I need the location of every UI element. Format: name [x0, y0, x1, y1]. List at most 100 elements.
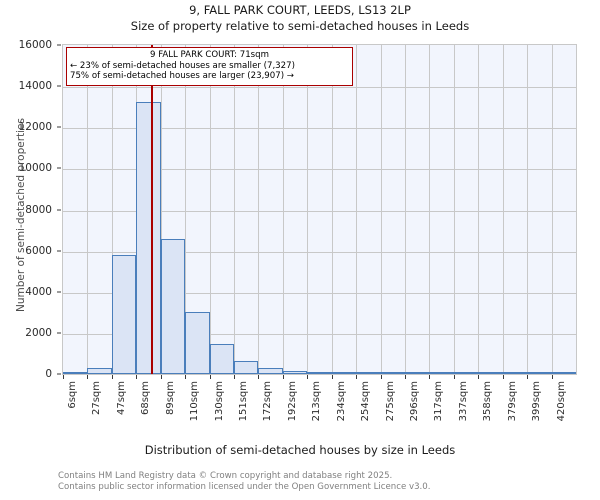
x-axis-tick-label: 296sqm: [409, 381, 420, 422]
bar-317sqm: [429, 372, 454, 374]
bar-358sqm: [478, 372, 503, 374]
horizontal-gridline: [63, 333, 576, 335]
bar-275sqm: [380, 372, 405, 374]
x-axis-tick-mark: [111, 375, 113, 379]
annotation-title: 9 FALL PARK COURT: 71sqm: [150, 50, 269, 60]
x-axis-tick-label: 89sqm: [164, 381, 176, 416]
bar-213sqm: [307, 372, 332, 374]
y-axis-tick-mark: [57, 373, 61, 375]
x-axis-tick-label: 337sqm: [457, 381, 469, 422]
y-axis-tick-label: 16000: [18, 39, 52, 51]
vertical-gridline: [453, 45, 455, 374]
y-axis-tick-mark: [57, 332, 61, 334]
x-axis: 6sqm 27sqm 47sqm 68sqm 89sqm 110sqm 130sqm 151s…: [62, 375, 577, 435]
bar-6sqm: [63, 372, 88, 374]
x-axis-tick-mark: [258, 375, 260, 379]
bar-399sqm: [527, 372, 552, 374]
y-axis-tick-mark: [57, 291, 61, 293]
horizontal-gridline: [63, 251, 576, 253]
title-block: 9, FALL PARK COURT, LEEDS, LS13 2LP Size…: [0, 2, 600, 34]
y-axis-tick-mark: [57, 209, 61, 210]
bar-420sqm: [551, 372, 576, 374]
horizontal-gridline: [63, 87, 576, 89]
annotation-smaller: ← 23% of semi-detached houses are smalle…: [70, 60, 295, 71]
y-axis-tick-label: 8000: [25, 203, 52, 216]
x-axis-tick-mark: [185, 375, 187, 379]
x-axis-tick-label: 151sqm: [238, 381, 249, 422]
vertical-gridline: [405, 45, 406, 374]
x-axis-tick-mark: [209, 375, 211, 379]
y-axis-tick-mark: [57, 85, 61, 87]
y-axis-tick-label: 2000: [25, 326, 52, 339]
y-axis-tick-mark: [57, 250, 61, 252]
footer-line-1: Contains HM Land Registry data © Crown c…: [58, 471, 393, 481]
x-axis-tick-mark: [282, 375, 284, 379]
x-axis-tick-label: 130sqm: [213, 381, 225, 422]
bar-series: [63, 45, 576, 374]
x-axis-tick-mark: [478, 375, 480, 379]
x-axis-tick-label: 213sqm: [311, 381, 323, 422]
vertical-gridline: [185, 45, 187, 374]
vertical-gridline: [551, 45, 553, 374]
bar-47sqm: [111, 254, 137, 374]
vertical-gridline: [478, 45, 480, 374]
x-axis-label: Distribution of semi-detached houses by …: [144, 443, 456, 457]
x-axis-tick-mark: [405, 375, 406, 379]
vertical-gridline: [380, 45, 382, 374]
x-axis-tick-mark: [234, 375, 235, 379]
x-axis-tick-label: 47sqm: [115, 381, 127, 416]
vertical-gridline: [234, 45, 235, 374]
y-axis-tick-label: 10000: [18, 162, 52, 175]
vertical-gridline: [307, 45, 309, 374]
x-axis-tick-label: 358sqm: [482, 381, 494, 422]
x-axis-tick-label: 379sqm: [506, 381, 518, 422]
x-axis-tick-label: 399sqm: [531, 381, 543, 422]
bar-110sqm: [185, 312, 210, 374]
horizontal-gridline: [63, 210, 576, 212]
vertical-gridline: [429, 45, 431, 374]
horizontal-gridline: [63, 169, 576, 171]
x-axis-tick-mark: [429, 375, 431, 379]
x-axis-tick-label: 68sqm: [140, 381, 152, 416]
y-axis-tick-label: 14000: [18, 80, 52, 93]
vertical-gridline: [209, 45, 211, 374]
annotation-box: 9 FALL PARK COURT: 71sqm ← 23% of semi-d…: [66, 47, 353, 86]
vertical-gridline: [282, 45, 284, 374]
x-axis-tick-label: 110sqm: [189, 381, 201, 422]
x-axis-tick-mark: [87, 375, 89, 379]
x-axis-tick-mark: [307, 375, 309, 379]
vertical-gridline: [87, 45, 89, 374]
property-marker-line: [150, 45, 153, 374]
x-axis-tick-label: 192sqm: [286, 381, 298, 422]
bar-68sqm: [136, 101, 161, 374]
x-axis-tick-mark: [453, 375, 455, 379]
plot-area: [62, 44, 577, 375]
bar-337sqm: [453, 372, 479, 374]
x-axis-tick-label: 172sqm: [262, 381, 274, 422]
vertical-gridline: [527, 45, 529, 374]
x-axis-tick-mark: [551, 375, 553, 379]
x-axis-tick-label: 234sqm: [335, 381, 347, 422]
x-axis-tick-label: 317sqm: [433, 381, 445, 422]
y-axis-tick-label: 0: [45, 368, 52, 380]
x-axis-tick-label: 420sqm: [555, 381, 567, 422]
horizontal-gridline: [63, 292, 576, 294]
y-axis: 0 2000 4000 6000 8000 10000 12000 14000 16000: [0, 39, 61, 380]
vertical-gridline: [258, 45, 260, 374]
y-axis-tick-label: 12000: [18, 121, 52, 134]
vertical-gridline: [160, 45, 162, 374]
footer-line-2: Contains public sector information licen…: [58, 481, 431, 492]
bar-89sqm: [160, 239, 186, 374]
vertical-gridline: [111, 45, 113, 374]
x-axis-tick-mark: [331, 375, 333, 379]
y-axis-tick-mark: [57, 126, 61, 128]
x-axis-tick-mark: [527, 375, 529, 379]
bar-27sqm: [87, 367, 112, 374]
chart-subtitle: Size of property relative to semi-detach…: [130, 19, 470, 33]
bar-254sqm: [356, 372, 381, 374]
annotation-larger: 75% of semi-detached houses are larger (…: [70, 71, 294, 81]
x-axis-tick-mark: [502, 375, 504, 379]
x-axis-tick-mark: [136, 375, 138, 379]
x-axis-tick-mark: [356, 375, 358, 379]
vertical-gridline: [502, 45, 504, 374]
